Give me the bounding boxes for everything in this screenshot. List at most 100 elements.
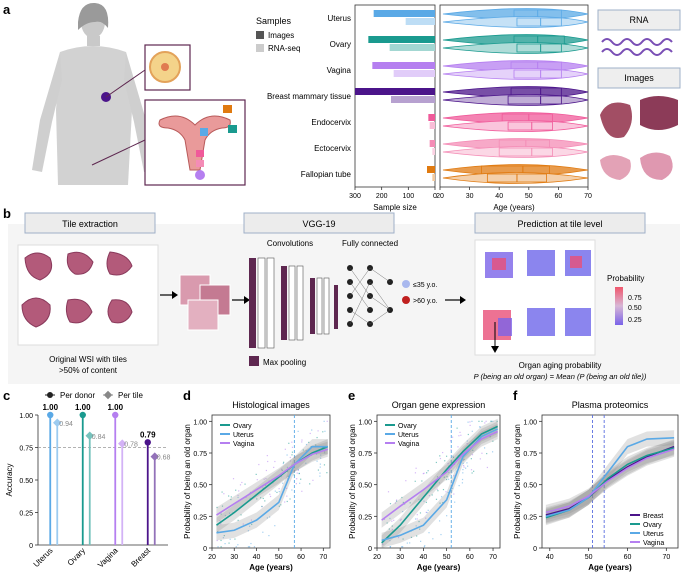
violin-shape (442, 16, 589, 28)
scatter-point (431, 494, 433, 496)
scatter-point (432, 538, 434, 540)
scatter-point (466, 442, 468, 445)
scatter-point (418, 498, 420, 500)
scatter-point (309, 483, 311, 485)
scatter-point (423, 546, 425, 548)
scatter-point (272, 482, 274, 484)
c-label-tile: 0.94 (59, 421, 73, 428)
scatter-point (230, 496, 232, 498)
scatter-point (465, 467, 467, 469)
scatter-point (458, 435, 460, 437)
scatter-point (415, 467, 417, 469)
scatter-point (389, 540, 391, 542)
violin-box (507, 95, 562, 105)
rna-images-column: RNA Images (597, 9, 681, 180)
scatter-point (323, 452, 326, 454)
scatter-point (280, 504, 282, 506)
scatter-point (395, 500, 398, 502)
bar-category-label: Breast mammary tissue (267, 92, 352, 101)
scatter-point (267, 460, 269, 463)
scatter-point (291, 454, 293, 456)
scatter-point (262, 531, 264, 533)
scatter-point (297, 469, 299, 471)
scatter-point (305, 450, 307, 452)
legend-label: Breast (643, 513, 663, 520)
organ-aging-title: Organ aging probability (519, 361, 602, 370)
scatter-point (415, 518, 417, 520)
y-tick-label: 0.25 (523, 514, 537, 521)
scatter-point (286, 454, 288, 456)
legend-title: Samples (256, 16, 292, 26)
bar-images (372, 62, 435, 69)
scatter-point (286, 478, 289, 480)
series-line (215, 445, 329, 526)
scatter-point (428, 494, 431, 497)
violin-x-tick-label: 70 (584, 193, 592, 200)
scatter-point (249, 497, 251, 500)
accuracy-lollipop-chart: 0 0.25 0.50 0.75 1.00 Accuracy 1.00 0.94 Uterus 1… (5, 390, 170, 570)
scatter-point (217, 546, 219, 548)
plot-frame (211, 414, 331, 549)
violin-box (516, 43, 562, 53)
legend-label: Ovary (233, 423, 252, 430)
scatter-point (467, 433, 469, 436)
scatter-point (483, 447, 486, 449)
scatter-point (479, 426, 482, 428)
scatter-point (238, 490, 240, 492)
x-tick-label: 30 (230, 554, 238, 561)
scatter-point (441, 496, 443, 498)
scatter-point (299, 482, 301, 484)
c-label-donor: 0.79 (140, 430, 156, 439)
scatter-point (228, 542, 230, 544)
c-legend-tile-label: Per tile (118, 391, 143, 400)
histological-images-chart: Histological images 0 0.25 0.50 0.75 1.00 20 30… (183, 400, 331, 572)
violin-x-tick-label: 30 (466, 193, 474, 200)
scatter-point (489, 436, 491, 438)
y-axis-label: Probability of being an old organ (183, 424, 192, 539)
scatter-point (323, 450, 326, 452)
c-point-tile (53, 418, 62, 428)
bar-category-label: Endocervix (311, 118, 351, 127)
bar-images (373, 10, 435, 17)
x-tick-label: 40 (546, 554, 554, 561)
scatter-point (278, 505, 280, 507)
scatter-point (401, 546, 404, 548)
scatter-point (301, 441, 303, 443)
bar-rnaseq (405, 18, 435, 25)
scatter-point (268, 534, 270, 537)
x-tick-label: 70 (662, 554, 670, 561)
scatter-point (425, 517, 427, 519)
legend-label: Uterus (643, 531, 664, 538)
scatter-point (320, 454, 322, 456)
c-point-tile (150, 452, 159, 461)
violin-shape (442, 94, 589, 106)
scatter-point (463, 466, 465, 468)
bar-images (355, 88, 435, 95)
tile-prediction-map-icon (474, 239, 596, 356)
scatter-point (401, 546, 403, 548)
chart-title: Histological images (232, 400, 310, 410)
scatter-point (383, 518, 386, 520)
scatter-point (224, 543, 226, 545)
scatter-point (297, 468, 299, 471)
scatter-point (289, 498, 291, 500)
scatter-point (244, 483, 246, 485)
scatter-point (248, 546, 251, 548)
scatter-point (323, 464, 326, 466)
scatter-point (435, 498, 438, 500)
scatter-point (470, 458, 472, 460)
y-tick-label: 0.50 (358, 483, 372, 490)
scatter-point (424, 545, 426, 547)
organ-aging-formula: P (being an old organ) = Mean (P (being … (474, 372, 647, 381)
scatter-point (282, 462, 284, 465)
c-point-donor (144, 439, 151, 446)
scatter-point (291, 489, 293, 491)
x-axis-label: Age (years) (588, 563, 632, 572)
prob-tick-50: 0.50 (628, 305, 642, 312)
scatter-point (462, 459, 464, 461)
bar-rnaseq (429, 122, 435, 129)
scatter-point (274, 490, 276, 492)
scatter-point (265, 477, 267, 480)
arrow-icon (445, 296, 466, 304)
scatter-point (223, 493, 225, 495)
